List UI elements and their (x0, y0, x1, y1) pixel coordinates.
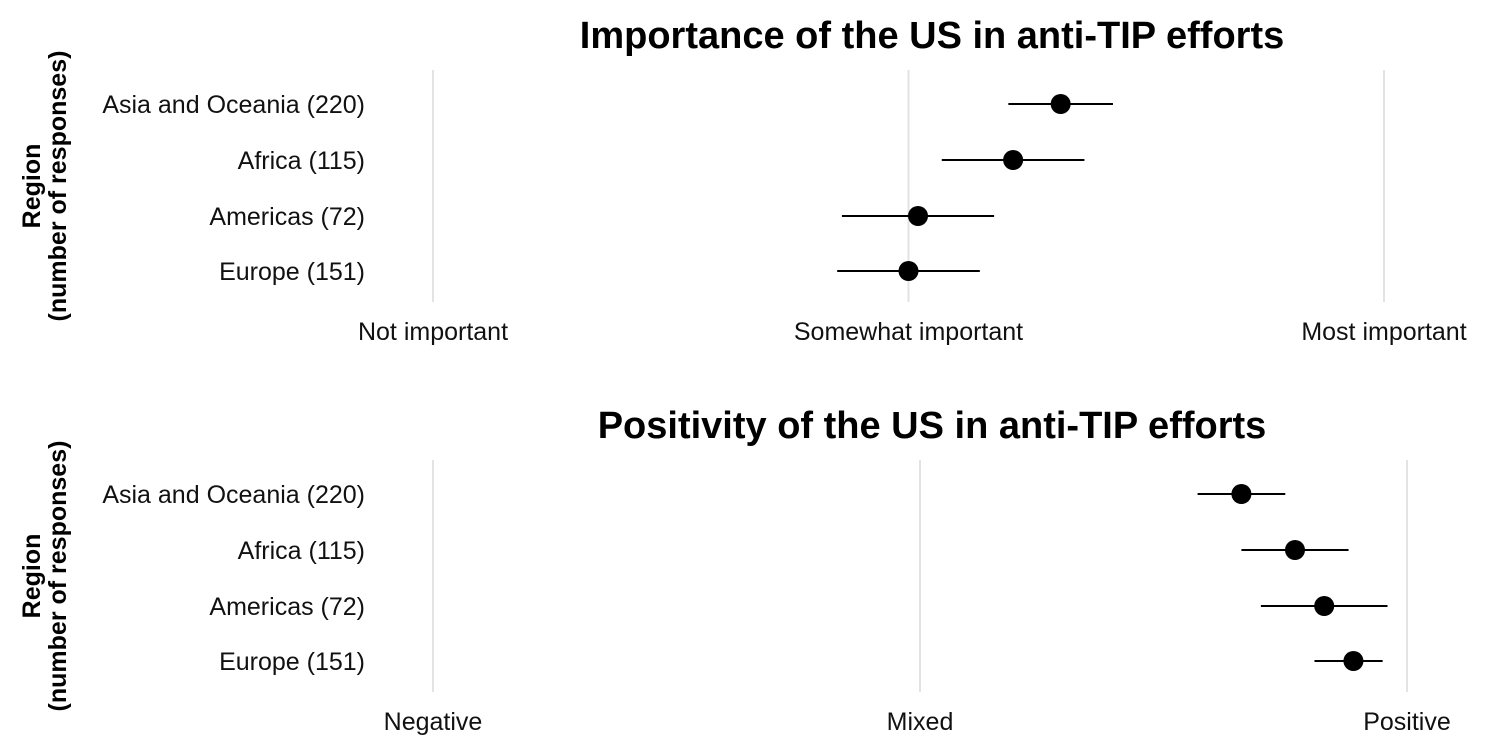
category-label: Europe (151) (219, 258, 365, 286)
x-tick-label: Not important (358, 318, 508, 346)
data-point (1231, 484, 1252, 504)
y-axis-label-line: Region (18, 534, 46, 619)
x-tick-label: Positive (1363, 708, 1451, 736)
y-axis-label-line: (number of responses) (44, 441, 72, 712)
category-label: Americas (72) (209, 593, 365, 621)
data-point (908, 206, 929, 226)
data-point (1343, 651, 1364, 671)
category-label: Europe (151) (219, 648, 365, 676)
x-tick-label: Negative (384, 708, 483, 736)
data-point (1003, 150, 1024, 170)
x-tick-label: Most important (1301, 318, 1466, 346)
data-point (1314, 596, 1335, 616)
data-point (1284, 540, 1305, 560)
category-label: Asia and Oceania (220) (102, 481, 365, 509)
y-axis-label-line: (number of responses) (44, 51, 72, 322)
chart-title: Importance of the US in anti-TIP efforts (580, 15, 1284, 57)
y-axis-label: Region(number of responses) (18, 51, 72, 322)
chart-title: Positivity of the US in anti-TIP efforts (598, 405, 1267, 447)
category-label: Africa (115) (238, 147, 365, 175)
y-axis-label-line: Region (18, 144, 46, 229)
x-tick-label: Mixed (887, 708, 954, 736)
data-point (898, 261, 919, 281)
category-label: Africa (115) (238, 537, 365, 565)
x-tick-label: Somewhat important (794, 318, 1023, 346)
category-label: Americas (72) (209, 203, 365, 231)
y-axis-label: Region(number of responses) (18, 441, 72, 712)
category-label: Asia and Oceania (220) (102, 91, 365, 119)
data-point (1050, 94, 1071, 114)
